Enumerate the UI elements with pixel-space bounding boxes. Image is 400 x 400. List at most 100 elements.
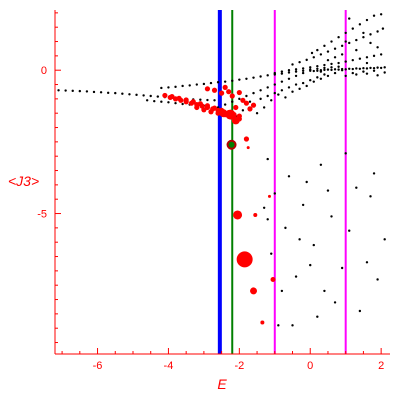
data-point-0-87 — [316, 64, 319, 68]
data-point-0-26 — [167, 101, 170, 104]
data-point-0-135 — [248, 100, 252, 103]
data-point-0-45 — [252, 76, 255, 79]
data-point-0-73 — [273, 91, 276, 95]
data-point-1-36 — [243, 100, 250, 106]
data-point-1-15 — [169, 93, 175, 100]
y-tick-label: -5 — [37, 209, 47, 221]
data-point-0-6 — [99, 91, 103, 94]
data-point-0-43 — [238, 78, 241, 81]
data-point-1-32 — [226, 89, 232, 95]
data-point-0-3 — [78, 89, 82, 93]
data-point-0-62 — [245, 94, 248, 98]
data-point-0-32 — [160, 86, 163, 90]
x-axis-label: E — [217, 376, 227, 392]
data-point-0-118 — [365, 18, 369, 22]
data-point-0-158 — [340, 67, 344, 71]
data-point-0-199 — [309, 263, 312, 267]
data-point-0-142 — [298, 87, 301, 91]
data-point-0-139 — [277, 93, 280, 96]
data-point-0-49 — [280, 72, 284, 75]
data-point-0-0 — [57, 89, 60, 92]
data-point-0-65 — [266, 86, 269, 89]
data-point-0-192 — [333, 301, 337, 304]
data-point-0-177 — [365, 72, 369, 75]
data-point-0-14 — [156, 95, 160, 98]
data-point-0-55 — [323, 66, 326, 70]
data-point-0-56 — [330, 66, 333, 69]
large-markers — [219, 109, 276, 325]
data-point-0-80 — [323, 73, 326, 76]
data-point-0-5 — [92, 90, 96, 94]
data-point-1-33 — [229, 93, 235, 99]
data-point-0-165 — [365, 67, 369, 70]
data-point-0-112 — [323, 44, 326, 48]
data-point-0-156 — [333, 68, 337, 71]
data-point-0-171 — [351, 71, 354, 75]
data-point-0-66 — [273, 83, 276, 86]
data-point-0-149 — [309, 69, 312, 72]
data-point-0-172 — [362, 70, 365, 73]
data-point-0-61 — [238, 97, 241, 101]
data-point-0-131 — [344, 40, 347, 43]
data-point-0-169 — [379, 66, 383, 70]
data-point-0-77 — [301, 81, 305, 85]
data-point-0-127 — [310, 51, 314, 55]
data-point-0-157 — [337, 68, 340, 71]
data-point-0-185 — [340, 266, 344, 270]
x-tick-label: 2 — [378, 360, 384, 372]
data-point-0-114 — [337, 36, 340, 39]
marker-9 — [270, 276, 276, 282]
data-point-1-41 — [243, 136, 250, 142]
data-point-1-24 — [194, 104, 200, 111]
data-point-0-115 — [344, 31, 347, 35]
x-tick-label: 0 — [307, 360, 313, 372]
data-point-1-19 — [197, 101, 203, 107]
data-point-0-130 — [355, 48, 358, 52]
data-point-0-119 — [372, 14, 376, 17]
data-point-0-196 — [291, 324, 294, 327]
data-point-0-93 — [358, 57, 362, 60]
data-point-0-33 — [167, 86, 170, 89]
data-point-0-1 — [64, 89, 67, 92]
data-point-0-201 — [376, 278, 379, 281]
data-point-0-23 — [145, 99, 149, 102]
data-point-0-178 — [376, 74, 379, 77]
data-point-0-175 — [344, 74, 347, 78]
data-point-0-24 — [153, 99, 156, 103]
data-point-1-37 — [250, 102, 257, 108]
marker-0 — [225, 109, 236, 120]
marker-2 — [219, 109, 228, 118]
data-point-1-38 — [222, 84, 228, 90]
data-point-0-163 — [358, 67, 362, 70]
data-point-0-134 — [241, 109, 245, 112]
marker-4 — [228, 141, 235, 148]
y-tick-label: 0 — [41, 65, 47, 77]
data-point-0-67 — [280, 80, 284, 83]
data-point-0-137 — [262, 106, 266, 109]
data-point-0-95 — [372, 54, 376, 58]
data-point-0-96 — [379, 53, 383, 56]
data-point-0-21 — [206, 98, 209, 102]
data-point-0-25 — [160, 100, 163, 103]
data-point-0-208 — [372, 172, 376, 175]
data-point-0-123 — [340, 53, 344, 56]
data-point-0-140 — [284, 96, 287, 99]
data-point-0-4 — [85, 90, 89, 93]
data-point-0-81 — [273, 71, 276, 75]
data-point-0-207 — [344, 152, 347, 155]
data-point-0-98 — [298, 60, 301, 64]
data-point-0-68 — [287, 77, 291, 81]
data-point-0-210 — [266, 218, 269, 221]
data-point-0-107 — [362, 36, 365, 39]
data-point-0-102 — [326, 50, 330, 53]
data-point-0-110 — [381, 27, 385, 30]
data-point-0-47 — [266, 74, 269, 77]
data-point-1-17 — [183, 97, 189, 103]
data-point-1-0 — [162, 92, 168, 99]
data-point-0-36 — [188, 84, 191, 87]
data-points — [57, 13, 386, 327]
data-point-0-160 — [348, 67, 351, 70]
data-point-0-113 — [330, 40, 333, 43]
data-point-0-7 — [106, 91, 110, 95]
data-point-0-92 — [351, 58, 354, 62]
